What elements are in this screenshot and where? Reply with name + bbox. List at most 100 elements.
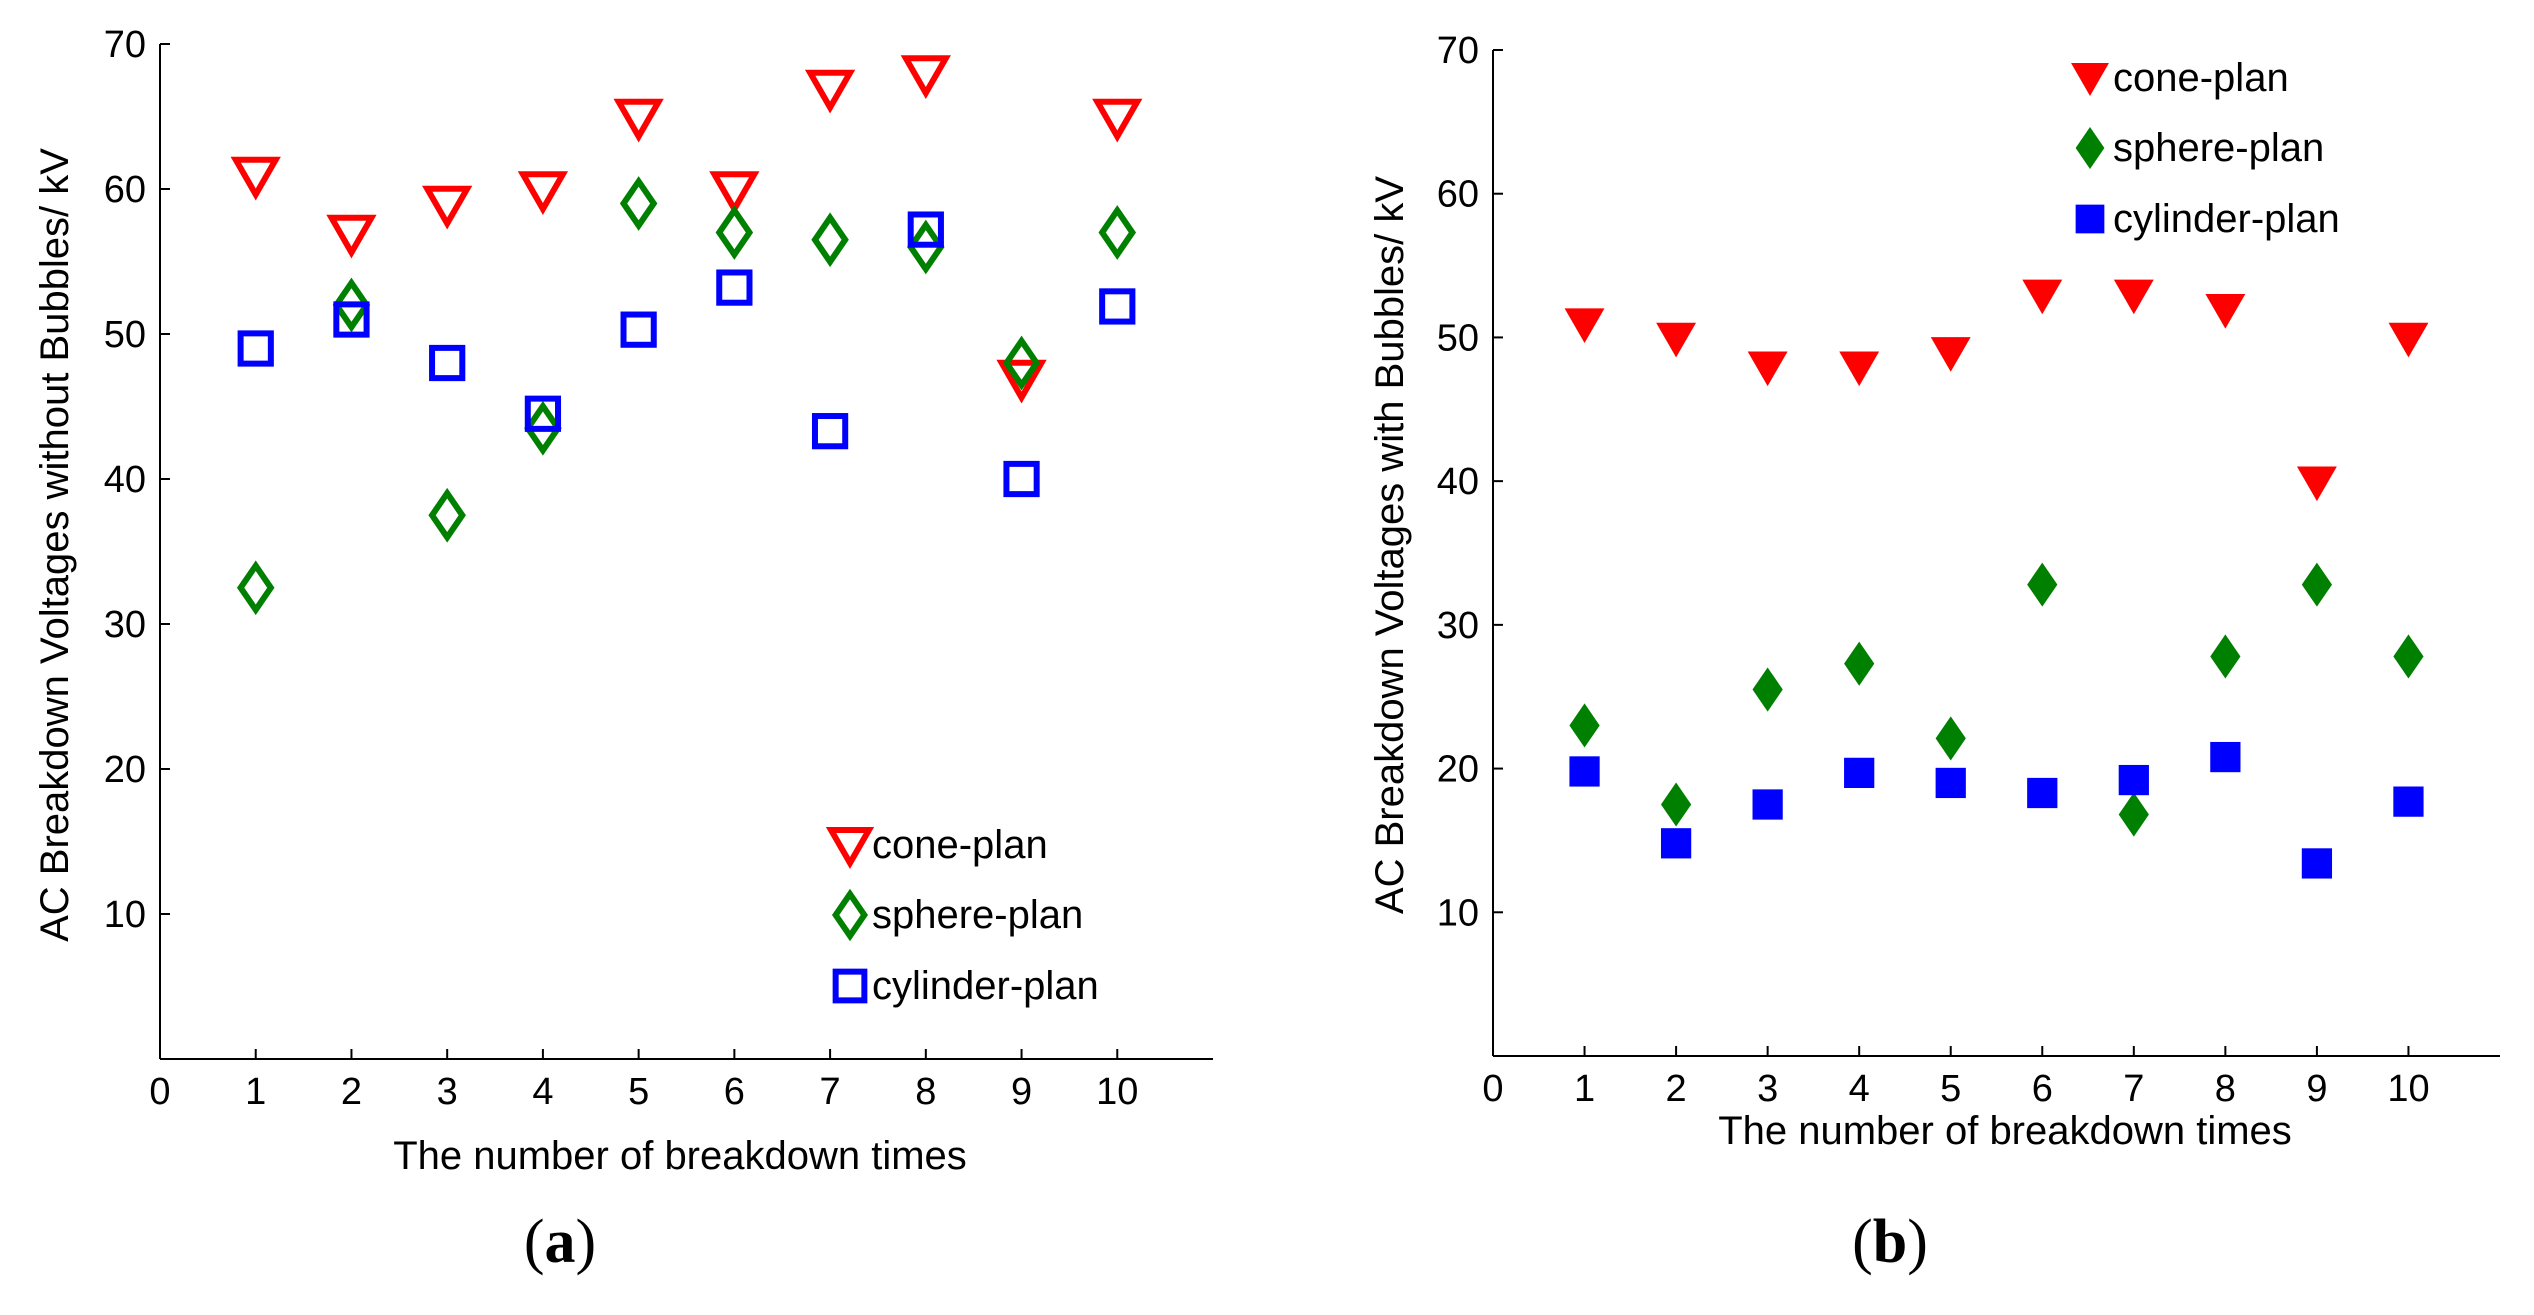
point-sphere-plan-5 <box>619 176 658 231</box>
point-cylinder-plan-1 <box>1569 756 1600 787</box>
series-cone-plan-b <box>1564 279 2429 502</box>
point-cone-plan-10 <box>2388 322 2429 358</box>
point-sphere-plan-2 <box>1660 782 1692 827</box>
point-cone-plan-9 <box>996 359 1047 404</box>
legend-marker-sphere-plan <box>831 888 869 942</box>
point-cone-plan-4 <box>517 171 569 215</box>
y-tick-label-a: 20 <box>104 749 146 791</box>
y-tick-label-a: 30 <box>104 604 146 646</box>
series-sphere-plan-a <box>236 176 1137 616</box>
point-cylinder-plan-10 <box>2393 786 2424 817</box>
panel-label-a: (a) <box>524 1208 596 1276</box>
point-cylinder-plan-9 <box>1003 460 1040 498</box>
legend-marker-cylinder-plan <box>2075 204 2105 234</box>
point-cone-plan-5 <box>613 98 664 143</box>
point-sphere-plan-8 <box>907 219 945 275</box>
x-tick-label-a: 6 <box>724 1071 745 1113</box>
point-cone-plan-8 <box>2205 293 2246 329</box>
y-tick-label-a: 10 <box>104 894 146 936</box>
point-cone-plan-10 <box>1092 98 1143 143</box>
x-tick-label-b: 7 <box>2123 1068 2144 1110</box>
point-cylinder-plan-10 <box>1099 288 1136 325</box>
y-tick-label-b: 20 <box>1437 749 1479 791</box>
x-tick-label-a: 9 <box>1011 1071 1032 1113</box>
point-cone-plan-2 <box>326 214 377 259</box>
legend-marker-cylinder-plan <box>832 968 868 1004</box>
y-tick-label-a: 40 <box>104 459 146 501</box>
x-tick-label-b: 5 <box>1940 1068 1961 1110</box>
legend-marker-cone-plan <box>825 827 875 869</box>
point-cone-plan-7 <box>804 69 856 114</box>
y-tick-label-b: 70 <box>1437 30 1479 72</box>
x-tick-label-b: 8 <box>2215 1068 2236 1110</box>
point-cylinder-plan-7 <box>811 413 849 450</box>
x-tick-label-b: 10 <box>2387 1068 2429 1110</box>
y-tick-label-a: 50 <box>104 314 146 356</box>
point-sphere-plan-7 <box>811 212 849 268</box>
y-tick-label-b: 40 <box>1437 461 1479 503</box>
point-sphere-plan-10 <box>2393 634 2424 679</box>
y-axis-label-a: AC Breakdown Voltages without Bubbles/ k… <box>33 148 77 942</box>
point-cylinder-plan-5 <box>620 311 657 348</box>
point-cylinder-plan-2 <box>1660 828 1692 859</box>
legend-label-sphere-plan-a: sphere-plan <box>872 893 1083 937</box>
legend-label-cylinder-plan-b: cylinder-plan <box>2113 197 2340 241</box>
point-sphere-plan-9 <box>2301 562 2333 607</box>
point-sphere-plan-4 <box>1844 641 1875 686</box>
markers-b <box>1564 279 2429 879</box>
y-tick-label-b: 10 <box>1437 892 1479 934</box>
point-cylinder-plan-4 <box>1844 757 1875 789</box>
x-tick-label-b: 6 <box>2032 1068 2053 1110</box>
point-sphere-plan-3 <box>428 487 466 543</box>
point-sphere-plan-1 <box>236 560 275 616</box>
point-sphere-plan-7 <box>2118 792 2149 837</box>
y-axis-label-b: AC Breakdown Voltages with Bubbles/ kV <box>1368 176 1412 915</box>
x-tick-label-a: 8 <box>915 1071 936 1113</box>
x-tick-label-a: 0 <box>149 1071 170 1113</box>
point-cone-plan-6 <box>709 171 760 215</box>
x-axis-label-a: The number of breakdown times <box>393 1134 967 1178</box>
x-tick-label-b: 2 <box>1666 1068 1687 1110</box>
x-tick-label-b: 9 <box>2306 1068 2327 1110</box>
series-cylinder-plan-b <box>1569 741 2424 879</box>
point-sphere-plan-8 <box>2210 634 2241 679</box>
legend-a: cone-plan sphere-plan cylinder-plan <box>825 823 1099 1008</box>
point-cone-plan-7 <box>2113 279 2154 315</box>
x-tick-label-b: 4 <box>1849 1068 1870 1110</box>
point-cylinder-plan-6 <box>716 269 753 306</box>
point-cylinder-plan-2 <box>333 301 370 338</box>
x-tick-label-a: 2 <box>341 1071 362 1113</box>
series-cylinder-plan-a <box>237 211 1136 498</box>
ticks-b: 0 1 2 3 4 5 6 7 8 9 10 10 20 30 40 50 60 70 <box>1437 30 2430 1110</box>
point-sphere-plan-10 <box>1098 205 1137 260</box>
y-tick-label-a: 70 <box>104 24 146 66</box>
point-cone-plan-2 <box>1656 322 1697 358</box>
point-cylinder-plan-6 <box>2027 777 2058 809</box>
x-tick-label-a: 3 <box>437 1071 458 1113</box>
x-tick-label-a: 10 <box>1096 1071 1138 1113</box>
point-sphere-plan-6 <box>2027 562 2058 607</box>
point-sphere-plan-6 <box>715 205 754 260</box>
panel-label-b: (b) <box>1852 1208 1928 1276</box>
point-cone-plan-3 <box>422 185 473 230</box>
x-tick-label-a: 7 <box>820 1071 841 1113</box>
point-cylinder-plan-8 <box>907 211 944 248</box>
legend-label-cone-plan-b: cone-plan <box>2113 56 2289 100</box>
x-tick-label-a: 5 <box>628 1071 649 1113</box>
x-tick-label-b: 0 <box>1482 1068 1503 1110</box>
chart-panel-b: 0 1 2 3 4 5 6 7 8 9 10 10 20 30 40 50 60 70 The number of… <box>1368 30 2500 1276</box>
y-tick-label-b: 50 <box>1437 317 1479 359</box>
point-cylinder-plan-8 <box>2210 741 2241 773</box>
point-cylinder-plan-9 <box>2301 848 2333 879</box>
point-sphere-plan-4 <box>524 400 562 456</box>
point-cylinder-plan-3 <box>429 344 466 382</box>
y-tick-label-b: 30 <box>1437 605 1479 647</box>
x-tick-label-b: 3 <box>1757 1068 1778 1110</box>
legend-label-cone-plan-a: cone-plan <box>872 823 1048 867</box>
point-cone-plan-1 <box>230 156 281 201</box>
point-sphere-plan-5 <box>1935 716 1966 761</box>
legend-label-cylinder-plan-a: cylinder-plan <box>872 964 1099 1008</box>
point-sphere-plan-3 <box>1752 667 1783 712</box>
chart-panel-a: 0 1 2 3 4 5 6 7 8 9 10 10 20 30 40 50 60 70 The number of… <box>33 24 1213 1276</box>
